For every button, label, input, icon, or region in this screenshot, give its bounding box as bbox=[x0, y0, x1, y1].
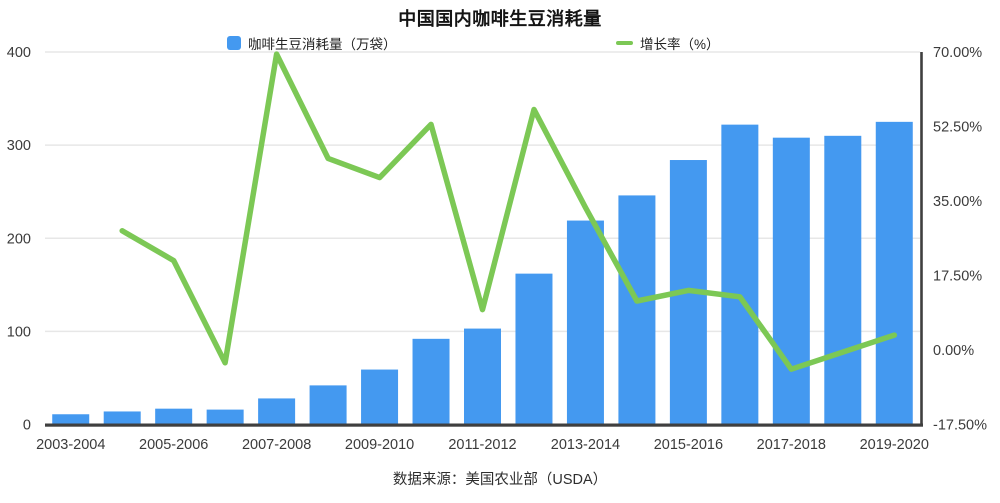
left-axis-tick-label: 0 bbox=[23, 418, 31, 434]
x-axis-tick-label: 2015-2016 bbox=[654, 437, 723, 453]
bar-2016-2017 bbox=[721, 124, 759, 425]
bar-2011-2012 bbox=[464, 328, 501, 425]
bar-2008-2009 bbox=[309, 385, 347, 425]
legend-item-growth-rate: 增长率（%） bbox=[616, 33, 720, 53]
bar-2017-2018 bbox=[772, 137, 810, 425]
chart-title: 中国国内咖啡生豆消耗量 bbox=[398, 9, 602, 29]
bar-2004-2005 bbox=[103, 411, 141, 425]
bar-2019-2020 bbox=[875, 121, 913, 425]
right-axis-tick-label: 52.50% bbox=[933, 120, 982, 136]
left-axis-tick-label: 100 bbox=[7, 324, 31, 340]
left-axis-tick-label: 400 bbox=[7, 45, 31, 61]
bar-2009-2010 bbox=[361, 369, 399, 425]
bar-series-swatch-icon bbox=[227, 36, 241, 50]
right-axis-tick-label: 17.50% bbox=[933, 269, 982, 285]
x-axis-tick-label: 2011-2012 bbox=[448, 437, 516, 453]
bar-2014-2015 bbox=[618, 195, 656, 425]
bar-2006-2007 bbox=[206, 409, 244, 425]
legend-label-growth-rate: 增长率（%） bbox=[640, 37, 720, 52]
left-axis-tick-label: 300 bbox=[7, 138, 31, 154]
x-axis-tick-label: 2019-2020 bbox=[860, 437, 929, 453]
bar-2013-2014 bbox=[566, 220, 604, 425]
right-axis-tick-label: 0.00% bbox=[933, 343, 974, 359]
x-axis-tick-label: 2007-2008 bbox=[242, 437, 311, 453]
bar-2018-2019 bbox=[824, 135, 862, 425]
x-axis-tick-label: 2017-2018 bbox=[757, 437, 826, 453]
bar-2010-2011 bbox=[412, 338, 450, 425]
left-axis-tick-label: 200 bbox=[7, 231, 31, 247]
x-axis-tick-label: 2013-2014 bbox=[551, 437, 620, 453]
x-axis-tick-label: 2003-2004 bbox=[36, 437, 105, 453]
bar-2012-2013 bbox=[515, 273, 553, 425]
x-axis-tick-label: 2005-2006 bbox=[139, 437, 208, 453]
right-axis-tick-label: 35.00% bbox=[933, 194, 982, 210]
line-series-swatch-icon bbox=[616, 41, 633, 45]
right-axis-tick-label: -17.50% bbox=[933, 418, 987, 434]
legend-label-consumption: 咖啡生豆消耗量（万袋） bbox=[248, 37, 397, 52]
legend-item-consumption: 咖啡生豆消耗量（万袋） bbox=[227, 33, 397, 53]
bar-2005-2006 bbox=[155, 408, 193, 425]
bar-2003-2004 bbox=[52, 414, 90, 425]
x-axis-tick-label: 2009-2010 bbox=[345, 437, 414, 453]
growth-rate-line bbox=[119, 51, 898, 372]
bar-2007-2008 bbox=[258, 398, 296, 425]
right-axis-tick-label: 70.00% bbox=[933, 45, 982, 61]
data-source-note: 数据来源：美国农业部（USDA） bbox=[392, 472, 608, 488]
x-axis-line bbox=[45, 423, 923, 427]
